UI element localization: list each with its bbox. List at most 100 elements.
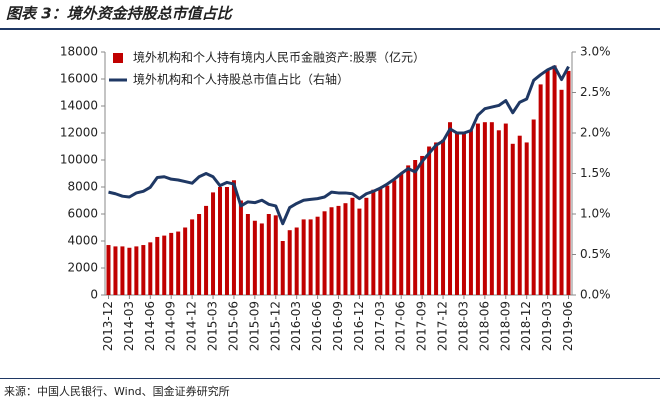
bar [496, 130, 501, 295]
x-tick-label: 2015-12 [268, 301, 282, 351]
x-tick-label: 2016-06 [310, 301, 324, 351]
bar [336, 205, 341, 295]
bar [350, 197, 355, 295]
source-rule [0, 378, 660, 379]
x-tick-label: 2019-03 [540, 301, 554, 351]
y-tick-label: 12000 [60, 126, 98, 140]
bar [524, 142, 529, 295]
bar [448, 122, 453, 295]
x-tick-label: 2017-12 [436, 301, 450, 351]
bar [392, 180, 397, 295]
bar [552, 65, 557, 295]
bar [176, 231, 181, 295]
bar [329, 207, 334, 295]
bar [134, 246, 139, 295]
bar [406, 165, 411, 295]
bar [190, 219, 195, 295]
source: 来源：中国人民银行、Wind、国金证券研究所 [4, 384, 230, 398]
bar [155, 236, 160, 295]
y2-tick-label: 3.0% [580, 45, 611, 59]
bar [169, 232, 174, 295]
bar [183, 227, 188, 295]
bar [566, 70, 571, 296]
bar [545, 69, 550, 295]
bar [413, 160, 418, 295]
bar [148, 242, 153, 295]
bar [211, 192, 216, 295]
x-tick-label: 2014-03 [122, 301, 136, 351]
bar [364, 197, 369, 295]
bar [454, 133, 459, 295]
bar [371, 189, 376, 295]
y2-tick-label: 2.0% [580, 126, 611, 140]
x-tick-label: 2014-12 [185, 301, 199, 351]
x-tick-label: 2018-09 [498, 301, 512, 351]
bar [266, 214, 271, 295]
line [108, 65, 570, 226]
bar [231, 180, 236, 295]
legend-label: 境外机构和个人持有境内人民币金融资产:股票（亿元） [133, 50, 425, 65]
y-tick-label: 6000 [67, 207, 98, 221]
legend-swatch [113, 53, 123, 63]
bar [141, 245, 146, 295]
bar [127, 247, 132, 295]
y-tick-label: 2000 [67, 261, 98, 275]
x-tick-label: 2018-03 [456, 301, 470, 351]
bar [531, 119, 536, 295]
bar [287, 230, 292, 295]
bar [343, 203, 348, 295]
chart-title: 图表 3：境外资金持股总市值占比 [6, 5, 234, 23]
bar [294, 227, 299, 295]
x-tick-label: 2016-09 [331, 301, 345, 351]
bar [475, 123, 480, 295]
bar [113, 246, 118, 295]
bar [280, 241, 285, 295]
y2-tick-label: 0.5% [580, 247, 611, 261]
bar [238, 200, 243, 295]
bar [301, 219, 306, 295]
y-tick-label: 16000 [60, 72, 98, 86]
y-tick-label: 18000 [60, 45, 98, 59]
bar [120, 246, 125, 295]
bar [510, 143, 515, 295]
x-tick-label: 2015-06 [226, 301, 240, 351]
bar [106, 245, 111, 295]
bar [357, 208, 362, 295]
bar [315, 216, 320, 295]
y2-tick-label: 1.0% [580, 207, 611, 221]
y2-tick-label: 1.5% [580, 166, 611, 180]
x-tick-label: 2018-06 [477, 301, 491, 351]
x-tick-label: 2015-09 [247, 301, 261, 351]
x-tick-label: 2014-06 [143, 301, 157, 351]
bar [252, 220, 257, 295]
bar [559, 89, 564, 295]
bar [420, 155, 425, 295]
bar [378, 188, 383, 295]
y-tick-label: 4000 [67, 234, 98, 248]
title-rule [0, 28, 660, 30]
bar [224, 187, 229, 295]
y-tick-label: 14000 [60, 99, 98, 113]
bar [461, 133, 466, 295]
x-tick-label: 2016-03 [289, 301, 303, 351]
bar [482, 122, 487, 295]
bar [204, 205, 209, 295]
x-tick-label: 2019-06 [561, 301, 575, 351]
bar [427, 146, 432, 295]
legend-label: 境外机构和个人持股总市值占比（右轴） [133, 72, 349, 87]
bar [517, 135, 522, 295]
bar [245, 214, 250, 295]
bar [322, 211, 327, 295]
bar [538, 84, 543, 296]
x-tick-label: 2017-06 [394, 301, 408, 351]
bar [162, 235, 167, 295]
y-tick-label: 0 [90, 288, 98, 302]
bar [259, 223, 264, 295]
bar [468, 130, 473, 295]
bar [489, 122, 494, 295]
bar [197, 214, 202, 295]
x-tick-label: 2017-03 [373, 301, 387, 351]
x-tick-label: 2016-12 [352, 301, 366, 351]
bar [434, 142, 439, 295]
